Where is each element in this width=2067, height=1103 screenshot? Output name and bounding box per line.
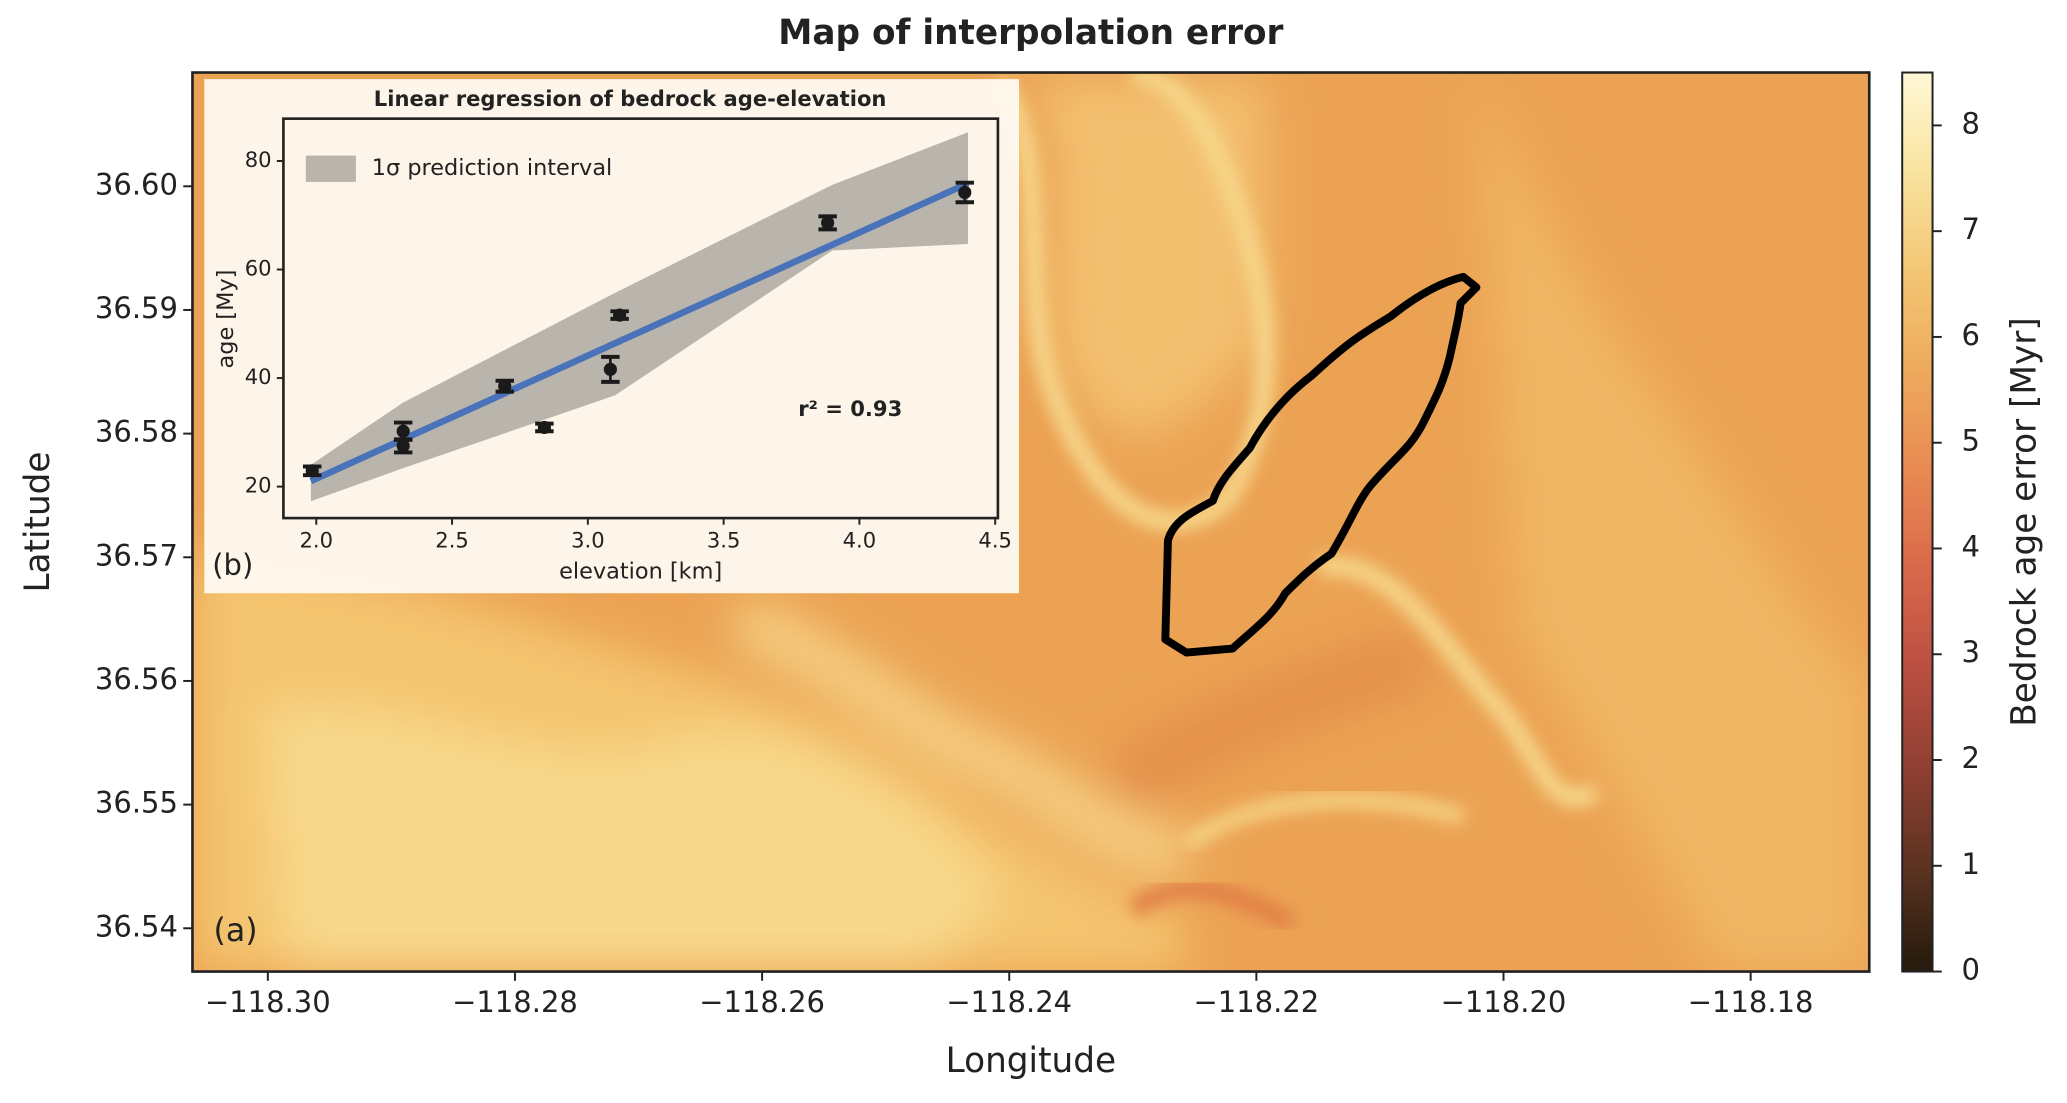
data-point — [613, 308, 627, 322]
colorbar-tick-label: 8 — [1962, 106, 1980, 140]
inset-frame — [282, 117, 1000, 520]
colorbar — [1901, 71, 1934, 973]
regression-line — [309, 180, 970, 485]
y-axis-label: Latitude — [18, 452, 58, 593]
colorbar-tick-label: 1 — [1962, 847, 1980, 881]
catchment-outline — [1161, 272, 1481, 657]
x-tick-label: 3.5 — [707, 528, 741, 553]
y-tick-label: 36.54 — [95, 909, 178, 943]
x-tick-label: −118.30 — [205, 985, 331, 1019]
data-point — [958, 185, 972, 200]
panel-label: (a) — [214, 913, 258, 949]
x-tick-label: 4.0 — [843, 528, 877, 553]
x-tick-label: 2.5 — [435, 528, 469, 553]
data-point — [498, 379, 512, 393]
y-tick-label: 36.55 — [95, 786, 178, 820]
legend-label: 1σ prediction interval — [372, 155, 613, 181]
x-tick-label: −118.24 — [946, 985, 1072, 1019]
inset-x-label: elevation [km] — [559, 559, 722, 585]
x-tick-label: 4.5 — [978, 528, 1012, 553]
r-squared: r² = 0.93 — [798, 396, 902, 421]
data-point — [537, 420, 551, 435]
inset-panel-label: (b) — [212, 548, 253, 582]
colorbar-label: Bedrock age error [Myr] — [2005, 317, 2045, 726]
y-tick-label: 60 — [245, 256, 272, 281]
y-tick-label: 36.56 — [95, 662, 178, 696]
y-tick-label: 36.57 — [95, 538, 178, 572]
chart-title: Map of interpolation error — [778, 13, 1283, 53]
data-point — [821, 216, 835, 230]
y-tick-label: 40 — [245, 364, 272, 389]
x-tick-label: −118.22 — [1193, 985, 1319, 1019]
colorbar-tick-label: 2 — [1962, 741, 1980, 775]
colorbar-tick-label: 5 — [1962, 424, 1980, 458]
inset-y-label: age [My] — [213, 270, 239, 369]
colorbar-tick-label: 3 — [1962, 635, 1980, 669]
data-point — [396, 424, 410, 438]
y-tick-label: 20 — [245, 473, 272, 498]
data-point — [396, 439, 410, 453]
inset-title: Linear regression of bedrock age-elevati… — [374, 86, 887, 111]
x-tick-label: 2.0 — [300, 528, 334, 553]
x-axis-label: Longitude — [946, 1041, 1116, 1081]
y-tick-label: 36.60 — [95, 167, 178, 201]
x-tick-label: 3.0 — [571, 528, 605, 553]
colorbar-tick-label: 4 — [1962, 529, 1980, 563]
legend-swatch — [305, 155, 356, 182]
x-tick-label: −118.26 — [699, 985, 825, 1019]
data-point — [305, 464, 319, 478]
colorbar-tick-label: 7 — [1962, 212, 1980, 246]
y-tick-label: 36.59 — [95, 291, 178, 325]
colorbar-tick-label: 0 — [1962, 953, 1980, 987]
x-tick-label: −118.18 — [1688, 985, 1814, 1019]
data-point — [603, 362, 617, 376]
y-tick-label: 80 — [245, 147, 272, 172]
x-tick-label: −118.20 — [1441, 985, 1567, 1019]
marks: −118.30 −118.28 −118.26 −118.24 −118.22 −118.… — [95, 106, 1980, 1019]
map-frame — [191, 71, 1871, 973]
x-tick-label: −118.28 — [452, 985, 578, 1019]
heatmap — [192, 72, 1870, 972]
colorbar-tick-label: 6 — [1962, 318, 1980, 352]
y-tick-label: 36.58 — [95, 415, 178, 449]
